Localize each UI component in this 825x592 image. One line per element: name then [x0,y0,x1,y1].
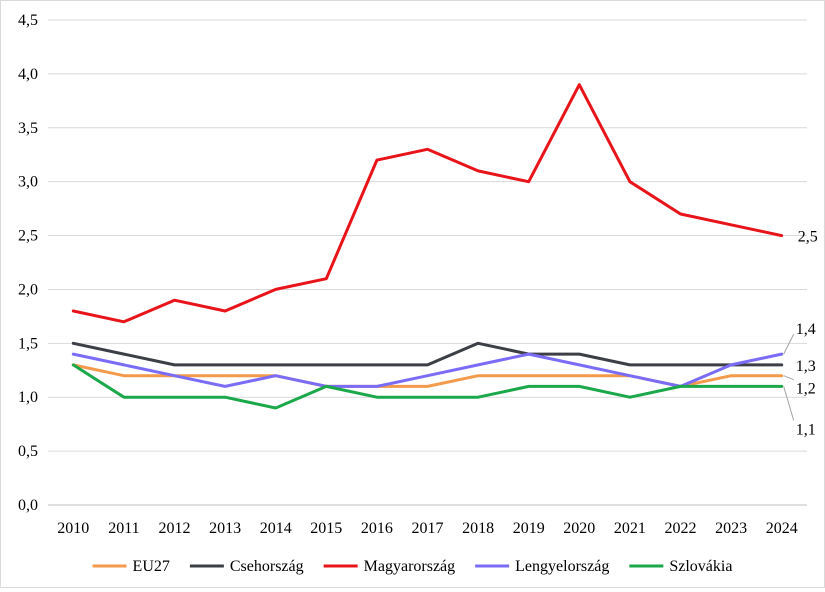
leader-line [783,333,795,355]
x-tick-label: 2024 [766,520,798,537]
x-tick-label: 2011 [108,520,139,537]
leader-line [783,386,795,421]
y-tick-label: 0,5 [18,443,38,460]
x-tick-label: 2018 [462,520,494,537]
end-label-szlovakia: 1,1 [796,421,816,438]
legend-item-csehorszag: Csehország [189,558,304,575]
end-label-csehorszag: 1,3 [796,358,816,375]
x-tick-label: 2023 [715,520,747,537]
legend-item-lengyelorszag: Lengyelország [475,558,609,575]
legend-item-szlovakia: Szlovákia [629,558,732,575]
legend-item-eu27: EU27 [92,558,170,575]
x-tick-label: 2012 [159,520,191,537]
y-tick-label: 3,5 [18,120,38,137]
x-tick-label: 2021 [614,520,646,537]
x-tick-label: 2020 [563,520,595,537]
y-tick-label: 1,5 [18,335,38,352]
y-tick-label: 0,0 [18,497,38,514]
x-tick-label: 2016 [361,520,393,537]
y-tick-label: 3,0 [18,174,38,191]
x-tick-label: 2014 [260,520,292,537]
y-axis-tick-labels: 0,0 0,5 1,0 1,5 2,0 2,5 3,0 3,5 4,0 4,5 [18,12,38,514]
end-label-magyarorszag: 2,5 [798,229,818,246]
x-tick-label: 2017 [412,520,444,537]
y-tick-label: 4,0 [18,66,38,83]
legend-label: Csehország [230,558,304,575]
y-tick-label: 1,0 [18,389,38,406]
x-tick-label: 2019 [513,520,545,537]
x-axis-tick-labels: 2010 2011 2012 2013 2014 2015 2016 2017 2018 2019… [57,520,797,537]
legend-item-magyarorszag: Magyarország [323,558,456,575]
end-label-eu27: 1,2 [796,381,816,398]
x-tick-label: 2015 [310,520,342,537]
end-value-labels: 2,5 1,4 1,3 1,2 1,1 [783,229,818,438]
legend-label: Szlovákia [669,558,732,575]
series-lines [71,83,784,410]
legend-label: EU27 [133,558,170,575]
series-line-szlovakia [71,363,784,410]
x-tick-label: 2022 [665,520,697,537]
leader-line [783,375,794,381]
gridlines [48,19,807,506]
x-tick-label: 2013 [209,520,241,537]
legend-label: Lengyelország [515,558,609,575]
series-line-magyarorszag [71,83,784,324]
series-line-csehorszag [71,341,784,367]
y-tick-label: 2,0 [18,281,38,298]
legend: EU27 Csehország Magyarország Lengyelország S… [92,558,732,575]
y-tick-label: 4,5 [18,12,38,29]
y-tick-label: 2,5 [18,228,38,245]
end-label-lengyelorszag: 1,4 [796,321,816,338]
series-line-lengyelorszag [71,352,784,388]
x-tick-label: 2010 [57,520,89,537]
legend-label: Magyarország [364,558,456,575]
